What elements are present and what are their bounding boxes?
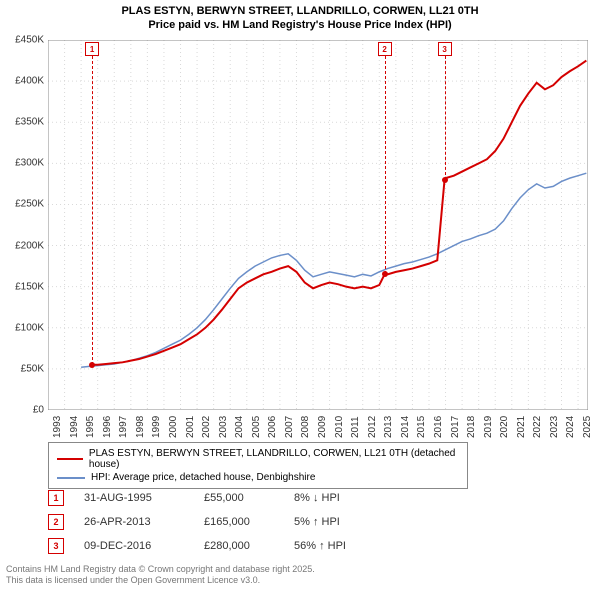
legend-swatch-red	[57, 458, 83, 460]
sale-marker-line	[385, 56, 386, 274]
plot-area	[48, 40, 588, 410]
y-tick-label: £50K	[0, 363, 44, 374]
title-line1: PLAS ESTYN, BERWYN STREET, LLANDRILLO, C…	[0, 4, 600, 18]
y-tick-label: £0	[0, 405, 44, 416]
x-tick-label: 1996	[102, 416, 113, 438]
legend-row-blue: HPI: Average price, detached house, Denb…	[57, 471, 459, 484]
x-tick-label: 2002	[201, 416, 212, 438]
chart-title: PLAS ESTYN, BERWYN STREET, LLANDRILLO, C…	[0, 0, 600, 33]
legend-label-red: PLAS ESTYN, BERWYN STREET, LLANDRILLO, C…	[89, 448, 459, 470]
x-tick-label: 2023	[549, 416, 560, 438]
sale-delta: 5% ↑ HPI	[294, 516, 374, 528]
sale-marker-tag: 3	[438, 42, 452, 56]
sale-row: 2 26-APR-2013 £165,000 5% ↑ HPI	[48, 510, 374, 534]
y-tick-label: £100K	[0, 322, 44, 333]
x-tick-label: 1995	[85, 416, 96, 438]
sale-price: £165,000	[204, 516, 274, 528]
x-tick-label: 2013	[383, 416, 394, 438]
x-tick-label: 1994	[69, 416, 80, 438]
x-tick-label: 2017	[450, 416, 461, 438]
x-tick-label: 2006	[267, 416, 278, 438]
sale-table: 1 31-AUG-1995 £55,000 8% ↓ HPI 2 26-APR-2013 £…	[48, 486, 374, 558]
sale-tag-box: 1	[48, 490, 64, 506]
sale-delta: 56% ↑ HPI	[294, 540, 374, 552]
footer-line2: This data is licensed under the Open Gov…	[6, 575, 315, 586]
sale-price: £280,000	[204, 540, 274, 552]
y-tick-label: £450K	[0, 35, 44, 46]
legend: PLAS ESTYN, BERWYN STREET, LLANDRILLO, C…	[48, 442, 468, 489]
x-tick-label: 1993	[52, 416, 63, 438]
y-tick-label: £400K	[0, 76, 44, 87]
legend-row-red: PLAS ESTYN, BERWYN STREET, LLANDRILLO, C…	[57, 447, 459, 471]
sale-marker-tag: 1	[85, 42, 99, 56]
sale-tag-box: 3	[48, 538, 64, 554]
x-tick-label: 2001	[185, 416, 196, 438]
x-tick-label: 2009	[317, 416, 328, 438]
x-tick-label: 2025	[582, 416, 593, 438]
x-tick-label: 1997	[118, 416, 129, 438]
legend-label-blue: HPI: Average price, detached house, Denb…	[91, 472, 315, 483]
sale-date: 26-APR-2013	[84, 516, 184, 528]
chart-container: PLAS ESTYN, BERWYN STREET, LLANDRILLO, C…	[0, 0, 600, 590]
y-tick-label: £300K	[0, 158, 44, 169]
x-tick-label: 2004	[234, 416, 245, 438]
x-tick-label: 2018	[466, 416, 477, 438]
x-tick-label: 2010	[334, 416, 345, 438]
y-tick-label: £350K	[0, 117, 44, 128]
sale-marker-dot	[442, 177, 448, 183]
y-tick-label: £250K	[0, 199, 44, 210]
sale-marker-dot	[382, 271, 388, 277]
sale-marker-line	[445, 56, 446, 180]
sale-marker-dot	[89, 362, 95, 368]
x-tick-label: 1999	[151, 416, 162, 438]
plot-svg	[48, 40, 588, 410]
sale-tag-box: 2	[48, 514, 64, 530]
sale-date: 31-AUG-1995	[84, 492, 184, 504]
x-tick-label: 2008	[300, 416, 311, 438]
x-tick-label: 2000	[168, 416, 179, 438]
sale-marker-tag: 2	[378, 42, 392, 56]
x-tick-label: 2007	[284, 416, 295, 438]
x-tick-label: 2012	[367, 416, 378, 438]
x-tick-label: 1998	[135, 416, 146, 438]
legend-swatch-blue	[57, 477, 85, 479]
footer-line1: Contains HM Land Registry data © Crown c…	[6, 564, 315, 575]
x-tick-label: 2014	[400, 416, 411, 438]
x-tick-label: 2015	[416, 416, 427, 438]
sale-price: £55,000	[204, 492, 274, 504]
y-tick-label: £150K	[0, 281, 44, 292]
x-tick-label: 2020	[499, 416, 510, 438]
sale-row: 1 31-AUG-1995 £55,000 8% ↓ HPI	[48, 486, 374, 510]
sale-row: 3 09-DEC-2016 £280,000 56% ↑ HPI	[48, 534, 374, 558]
footer-attribution: Contains HM Land Registry data © Crown c…	[6, 564, 315, 586]
x-tick-label: 2024	[565, 416, 576, 438]
x-tick-label: 2022	[532, 416, 543, 438]
x-tick-label: 2005	[251, 416, 262, 438]
y-tick-label: £200K	[0, 240, 44, 251]
x-tick-label: 2011	[350, 416, 361, 438]
sale-date: 09-DEC-2016	[84, 540, 184, 552]
x-tick-label: 2021	[516, 416, 527, 438]
x-tick-label: 2003	[218, 416, 229, 438]
sale-marker-line	[92, 56, 93, 365]
x-tick-label: 2019	[483, 416, 494, 438]
title-line2: Price paid vs. HM Land Registry's House …	[0, 18, 600, 32]
x-tick-label: 2016	[433, 416, 444, 438]
sale-delta: 8% ↓ HPI	[294, 492, 374, 504]
